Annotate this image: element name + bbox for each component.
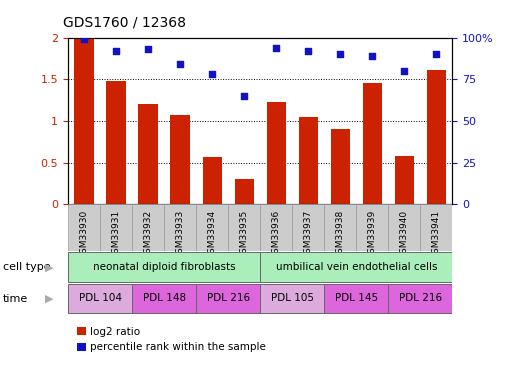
Point	[144, 46, 152, 52]
Bar	[292, 204, 324, 251]
Text: GSM33930: GSM33930	[79, 210, 88, 259]
Bar	[260, 284, 324, 313]
Point	[208, 71, 217, 77]
Text: GSM33938: GSM33938	[336, 210, 345, 259]
Text: GDS1760 / 12368: GDS1760 / 12368	[63, 16, 186, 30]
Point	[80, 36, 88, 42]
Bar	[395, 156, 414, 204]
Bar	[170, 115, 190, 204]
Bar	[260, 204, 292, 251]
Bar	[107, 81, 126, 204]
Bar	[331, 129, 350, 204]
Bar	[139, 104, 157, 204]
Bar	[100, 204, 132, 251]
Bar	[74, 38, 94, 204]
Legend: log2 ratio, percentile rank within the sample: log2 ratio, percentile rank within the s…	[73, 323, 270, 356]
Bar	[324, 204, 356, 251]
Point	[400, 68, 408, 74]
Text: PDL 216: PDL 216	[399, 293, 442, 303]
Point	[176, 61, 184, 67]
Bar	[260, 252, 452, 282]
Bar	[324, 284, 388, 313]
Bar	[362, 83, 382, 204]
Text: GSM33936: GSM33936	[272, 210, 281, 259]
Point	[432, 51, 440, 57]
Bar	[427, 70, 446, 204]
Point	[304, 48, 312, 54]
Point	[368, 53, 377, 59]
Text: ▶: ▶	[46, 294, 54, 303]
Text: PDL 105: PDL 105	[271, 293, 314, 303]
Text: ▶: ▶	[46, 262, 54, 272]
Text: time: time	[3, 294, 28, 303]
Bar	[228, 204, 260, 251]
Bar	[68, 252, 260, 282]
Text: GSM33940: GSM33940	[400, 210, 409, 259]
Text: GSM33931: GSM33931	[111, 210, 120, 259]
Bar	[234, 178, 254, 204]
Bar	[68, 204, 100, 251]
Bar	[202, 157, 222, 204]
Text: umbilical vein endothelial cells: umbilical vein endothelial cells	[276, 261, 437, 272]
Text: PDL 216: PDL 216	[207, 293, 249, 303]
Text: PDL 148: PDL 148	[143, 293, 186, 303]
Text: GSM33941: GSM33941	[432, 210, 441, 259]
Point	[336, 51, 345, 57]
Text: GSM33935: GSM33935	[240, 210, 248, 259]
Text: GSM33933: GSM33933	[176, 210, 185, 259]
Bar	[388, 284, 452, 313]
Text: neonatal diploid fibroblasts: neonatal diploid fibroblasts	[93, 261, 235, 272]
Bar	[388, 204, 420, 251]
Point	[240, 93, 248, 99]
Bar	[299, 117, 318, 204]
Text: GSM33934: GSM33934	[208, 210, 217, 259]
Bar	[164, 204, 196, 251]
Text: PDL 104: PDL 104	[78, 293, 121, 303]
Bar	[132, 204, 164, 251]
Text: PDL 145: PDL 145	[335, 293, 378, 303]
Bar	[196, 284, 260, 313]
Bar	[420, 204, 452, 251]
Bar	[356, 204, 388, 251]
Point	[272, 45, 280, 51]
Text: cell type: cell type	[3, 262, 50, 272]
Text: GSM33932: GSM33932	[144, 210, 153, 259]
Bar	[132, 284, 196, 313]
Text: GSM33937: GSM33937	[304, 210, 313, 259]
Bar	[68, 284, 132, 313]
Text: GSM33939: GSM33939	[368, 210, 377, 259]
Bar	[196, 204, 228, 251]
Point	[112, 48, 120, 54]
Bar	[267, 102, 286, 204]
